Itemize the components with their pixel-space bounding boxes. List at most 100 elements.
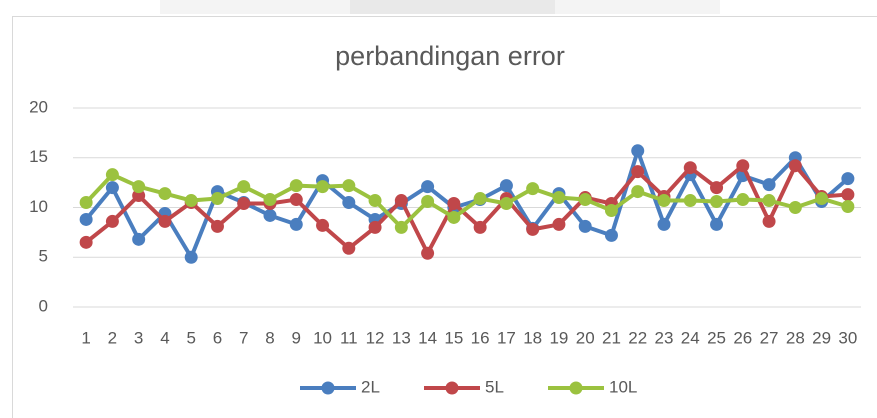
x-tick-label: 9 [292, 328, 301, 347]
point [788, 159, 802, 173]
x-tick-label: 19 [549, 328, 568, 347]
chart-title: perbandingan error [335, 41, 565, 71]
point [421, 246, 435, 260]
x-tick-label: 8 [265, 328, 274, 347]
x-tick-label: 2 [108, 328, 117, 347]
point [132, 189, 146, 203]
point [736, 193, 750, 207]
point [657, 217, 671, 231]
point [79, 196, 93, 210]
y-tick-label: 5 [39, 247, 48, 266]
x-tick-label: 30 [838, 328, 857, 347]
x-tick-label: 23 [655, 328, 674, 347]
point [710, 181, 724, 195]
x-tick-label: 25 [707, 328, 726, 347]
point [578, 219, 592, 233]
tab-strip [160, 0, 350, 14]
point [552, 217, 566, 231]
legend-marker [569, 381, 583, 395]
x-tick-label: 7 [239, 328, 248, 347]
point [421, 195, 435, 209]
point [762, 214, 776, 228]
point [289, 179, 303, 193]
point [815, 192, 829, 206]
x-tick-label: 18 [523, 328, 542, 347]
x-tick-label: 22 [628, 328, 647, 347]
point [657, 194, 671, 208]
point [394, 220, 408, 234]
point [158, 187, 172, 201]
point [263, 193, 277, 207]
point [631, 144, 645, 158]
point [710, 195, 724, 209]
x-tick-label: 24 [681, 328, 700, 347]
x-tick-label: 1 [81, 328, 90, 347]
tab-strip [350, 0, 555, 14]
point [210, 219, 224, 233]
y-tick-label: 10 [29, 197, 48, 216]
x-tick-label: 14 [418, 328, 437, 347]
point [841, 172, 855, 186]
x-tick-label: 10 [313, 328, 332, 347]
point [762, 194, 776, 208]
x-tick-label: 4 [160, 328, 169, 347]
y-tick-label: 20 [29, 97, 48, 116]
point [788, 201, 802, 214]
x-tick-label: 16 [471, 328, 490, 347]
point [105, 181, 119, 195]
point [683, 194, 697, 208]
point [79, 212, 93, 226]
point [604, 228, 618, 242]
point [316, 180, 330, 194]
x-tick-label: 12 [366, 328, 385, 347]
y-tick-label: 0 [39, 296, 48, 315]
x-tick-label: 20 [576, 328, 595, 347]
legend-marker [321, 381, 335, 395]
point [368, 194, 382, 208]
legend-label: 10L [609, 377, 637, 396]
x-tick-label: 26 [733, 328, 752, 347]
point [105, 168, 119, 182]
point [526, 222, 540, 236]
point [237, 180, 251, 194]
point [841, 200, 855, 214]
point [683, 161, 697, 175]
x-tick-label: 13 [392, 328, 411, 347]
point [342, 196, 356, 210]
point [158, 214, 172, 228]
x-tick-label: 28 [786, 328, 805, 347]
point [132, 232, 146, 246]
point [762, 178, 776, 192]
point [184, 194, 198, 208]
point [710, 217, 724, 231]
point [342, 241, 356, 255]
point [132, 180, 146, 194]
x-tick-label: 21 [602, 328, 621, 347]
legend-marker [445, 381, 459, 395]
tab-strip [555, 0, 720, 14]
point [447, 197, 461, 211]
point [499, 179, 513, 193]
point [79, 235, 93, 249]
point [394, 194, 408, 208]
x-tick-label: 6 [213, 328, 222, 347]
point [604, 203, 618, 217]
x-tick-label: 3 [134, 328, 143, 347]
y-tick-label: 15 [29, 147, 48, 166]
point [631, 165, 645, 179]
x-tick-label: 29 [812, 328, 831, 347]
point [552, 191, 566, 205]
x-tick-label: 17 [497, 328, 516, 347]
point [473, 220, 487, 234]
point [237, 197, 251, 211]
legend-label: 5L [485, 377, 504, 396]
point [105, 214, 119, 228]
point [447, 210, 461, 224]
point [289, 217, 303, 231]
point [210, 192, 224, 206]
point [184, 250, 198, 264]
point [526, 182, 540, 196]
point [316, 218, 330, 232]
point [342, 179, 356, 193]
